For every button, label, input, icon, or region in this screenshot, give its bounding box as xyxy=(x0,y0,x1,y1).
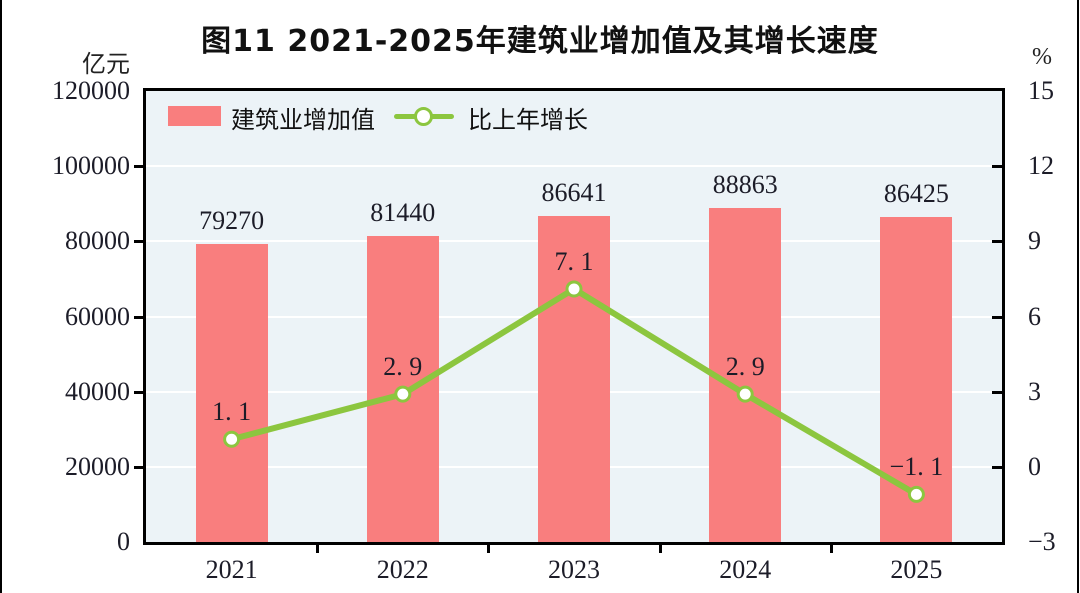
point-value-label: −1. 1 xyxy=(889,452,944,482)
x-axis-label: 2023 xyxy=(548,555,600,584)
y-right-tick-label: 0 xyxy=(1028,451,1041,481)
legend-bar-label: 建筑业增加值 xyxy=(231,108,375,134)
y-right-tick-label: −3 xyxy=(1028,527,1056,556)
line-marker-icon xyxy=(223,430,241,448)
x-axis-tick xyxy=(487,545,491,553)
bar xyxy=(195,244,268,542)
x-axis-tick xyxy=(829,545,833,553)
x-axis-tick xyxy=(658,545,662,553)
line-marker-icon xyxy=(736,385,754,403)
legend-line-label: 比上年增长 xyxy=(468,108,588,134)
x-axis-label: 2022 xyxy=(376,555,429,584)
y-right-tick-label: 3 xyxy=(1028,376,1041,406)
y-right-tick xyxy=(992,165,1002,169)
line-series xyxy=(223,280,925,503)
bar-value-label: 86425 xyxy=(883,179,949,209)
growth-line xyxy=(228,285,920,498)
line-marker-icon xyxy=(907,485,925,503)
x-axis-tick xyxy=(316,545,320,553)
y-left-tick xyxy=(134,165,143,169)
bar-value-label: 81440 xyxy=(370,197,436,227)
y-right-tick-label: 6 xyxy=(1028,301,1041,331)
y-left-tick xyxy=(134,315,143,319)
bar-value-label: 86641 xyxy=(541,178,607,208)
legend-line-marker-icon xyxy=(414,107,433,126)
bar-value-label: 88863 xyxy=(712,170,778,200)
page-right-border xyxy=(1077,0,1079,593)
y-left-tick xyxy=(134,390,143,394)
legend-bar-swatch xyxy=(168,106,221,126)
legend: 建筑业增加值 比上年增长 xyxy=(146,91,1002,151)
y-right-tick xyxy=(992,315,1002,319)
page-left-border xyxy=(0,0,2,593)
y-right-tick-label: 12 xyxy=(1028,151,1054,181)
right-axis-unit: % xyxy=(1032,44,1052,70)
y-left-tick xyxy=(134,465,143,469)
point-value-label: 7. 1 xyxy=(554,246,594,276)
x-axis-label: 2025 xyxy=(890,555,943,584)
y-left-tick-label: 80000 xyxy=(65,226,130,256)
y-left-tick-label: 0 xyxy=(117,527,130,556)
chart-title: 图11 2021-2025年建筑业增加值及其增长速度 xyxy=(201,24,879,59)
y-right-tick xyxy=(992,465,1002,469)
x-axis-label: 2021 xyxy=(205,555,258,584)
y-left-tick-label: 100000 xyxy=(52,151,130,181)
y-left-tick-label: 40000 xyxy=(65,376,130,406)
bar xyxy=(538,216,610,542)
y-right-tick xyxy=(992,240,1002,244)
bar-value-label: 79270 xyxy=(199,206,265,236)
x-axis-label: 2024 xyxy=(719,555,772,584)
plot-area: 79270 81440 86641 88863 86425 1. 1 2. 9 7. 1 2.… xyxy=(143,88,1005,545)
y-left-tick-label: 20000 xyxy=(65,451,130,481)
point-value-label: 2. 9 xyxy=(383,352,423,382)
point-value-label: 1. 1 xyxy=(212,397,252,427)
y-right-tick-label: 9 xyxy=(1028,226,1041,256)
line-marker-icon xyxy=(565,280,583,298)
y-left-tick xyxy=(134,240,143,244)
point-value-label: 2. 9 xyxy=(725,352,765,382)
y-right-tick xyxy=(992,390,1002,394)
bar xyxy=(709,208,782,542)
gridline xyxy=(146,165,1002,168)
y-left-tick-label: 120000 xyxy=(52,76,130,105)
y-left-tick-label: 60000 xyxy=(65,301,130,331)
line-marker-icon xyxy=(394,385,412,403)
y-right-tick-label: 15 xyxy=(1028,76,1054,105)
left-axis-unit: 亿元 xyxy=(82,52,130,78)
